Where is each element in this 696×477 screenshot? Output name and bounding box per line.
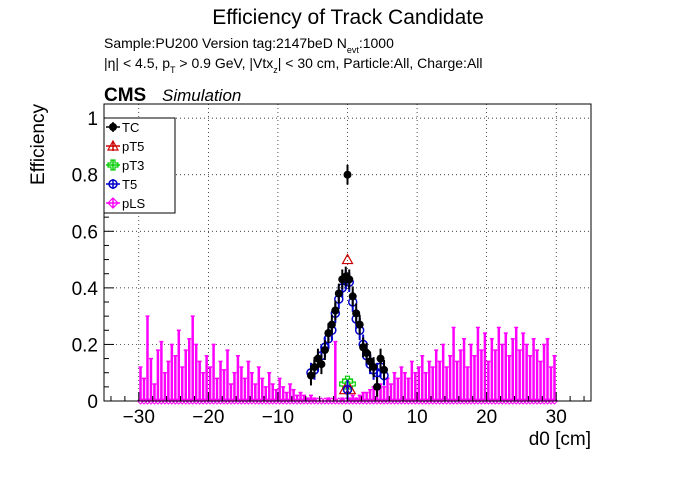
x-tick-label: 20 — [476, 407, 497, 428]
legend: TC pT5 pT3 T5 pLS — [103, 117, 176, 214]
sample-info-text: Sample:PU200 Version tag:2147beD N — [104, 35, 347, 51]
selection-cuts: |η| < 4.5, pT > 0.9 GeV, |Vtxz| < 30 cm,… — [104, 55, 483, 75]
legend-label-t5: T5 — [122, 177, 137, 192]
cms-label: CMS — [104, 85, 146, 106]
tc-point — [376, 354, 385, 363]
legend-marker-pt3 — [107, 159, 119, 171]
y-tick-label: 0 — [87, 392, 98, 413]
legend-marker-pls — [107, 197, 119, 209]
tc-point — [331, 306, 340, 315]
simulation-label: Simulation — [162, 86, 241, 105]
x-axis-label: d0 [cm] — [529, 429, 591, 450]
tc-point — [380, 365, 389, 374]
y-tick-label: 1 — [87, 109, 98, 130]
cuts-part-2: > 0.9 GeV, |Vtx — [176, 55, 274, 71]
legend-marker-pt5 — [106, 139, 120, 151]
tc-point — [306, 371, 315, 380]
tc-point — [310, 363, 319, 372]
sample-info: Sample:PU200 Version tag:2147beD Nevt:10… — [104, 35, 394, 55]
tc-point — [348, 292, 357, 301]
tc-point — [334, 289, 343, 298]
tc-point — [320, 346, 329, 355]
tc-point — [373, 382, 382, 391]
x-tick-label: 30 — [546, 407, 567, 428]
y-tick-label: 0.8 — [72, 166, 98, 187]
cuts-part-1: |η| < 4.5, p — [104, 55, 170, 71]
legend-marker-t5 — [108, 179, 118, 189]
cuts-part-3: | < 30 cm, Particle:All, Charge:All — [278, 55, 483, 71]
cuts-sub-t: T — [170, 65, 176, 75]
tc-point — [362, 348, 371, 357]
tc-point — [343, 170, 352, 179]
grid-lines — [104, 104, 591, 402]
x-tick-label: −10 — [262, 407, 294, 428]
sample-info-suffix: :1000 — [359, 35, 394, 51]
legend-label-tc: TC — [122, 120, 139, 135]
y-tick-label: 0.6 — [72, 222, 98, 243]
y-tick-label: 0.2 — [72, 335, 98, 356]
tc-point — [369, 363, 378, 372]
tc-point — [352, 309, 361, 318]
tc-point — [324, 329, 333, 338]
x-tick-label: 10 — [407, 407, 428, 428]
tc-point — [327, 320, 336, 329]
chart-title: Efficiency of Track Candidate — [212, 6, 484, 29]
legend-label-pls: pLS — [122, 196, 145, 211]
legend-label-pt3: pT3 — [122, 158, 144, 173]
sample-info-subscript: evt — [347, 45, 360, 55]
y-axis-label: Efficiency — [28, 104, 49, 185]
axis-ticks: −30 −20 −10 0 10 20 30 0 0.2 0.4 0.6 0.8 1 — [72, 109, 585, 428]
tc-point — [317, 360, 326, 369]
legend-marker-tc — [109, 123, 117, 131]
pt5-point — [341, 253, 354, 265]
legend-label-pt5: pT5 — [122, 139, 144, 154]
x-tick-label: 0 — [342, 407, 353, 428]
x-tick-label: −30 — [123, 407, 155, 428]
tc-point — [355, 320, 364, 329]
tc-point — [345, 275, 354, 284]
y-tick-label: 0.4 — [72, 279, 99, 300]
cuts-sub-z: z — [273, 65, 278, 75]
x-tick-label: −20 — [192, 407, 224, 428]
